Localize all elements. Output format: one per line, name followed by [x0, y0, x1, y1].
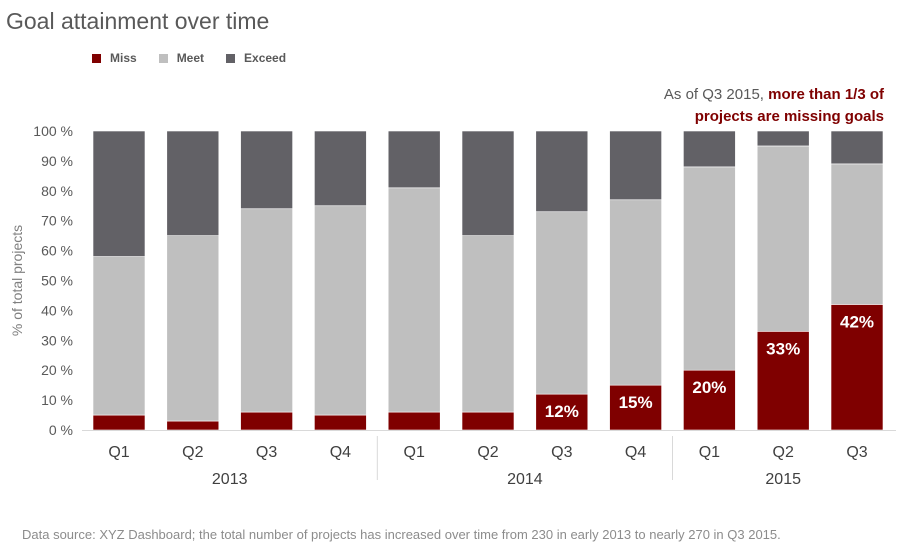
bar-segment-exceed: [92, 130, 146, 257]
y-tick-label: 90 %: [41, 153, 73, 169]
x-group-label: 2013: [212, 471, 248, 488]
x-tick-label: Q2: [773, 444, 794, 461]
data-label: 15%: [619, 393, 653, 412]
data-label: 33%: [766, 339, 800, 358]
legend-item-exceed: Exceed: [226, 51, 286, 65]
legend-label-meet: Meet: [176, 51, 205, 65]
y-tick-label: 0 %: [49, 422, 73, 438]
y-tick-label: 80 %: [41, 183, 73, 199]
legend-swatch-meet: [158, 53, 168, 63]
bar-segment-meet: [314, 205, 367, 416]
legend-item-meet: Meet: [158, 51, 205, 65]
chart-title: Goal attainment over time: [6, 8, 270, 34]
x-tick-label: Q4: [330, 444, 351, 461]
legend-swatch-exceed: [226, 53, 236, 63]
x-tick-label: Q1: [108, 444, 129, 461]
bar-segment-meet: [756, 145, 810, 332]
callout-highlight-1: more than 1/3 of: [768, 86, 884, 103]
bar-segment-exceed: [314, 130, 367, 207]
legend-label-miss: Miss: [110, 51, 137, 65]
data-source-footnote: Data source: XYZ Dashboard; the total nu…: [22, 527, 781, 542]
bar-segment-exceed: [166, 130, 220, 236]
callout-highlight-2: projects are missing goals: [694, 108, 884, 125]
chart-legend: Miss Meet Exceed: [92, 51, 286, 65]
bar-segment-exceed: [609, 130, 662, 201]
bar-segment-meet: [609, 199, 662, 386]
x-tick-label: Q3: [551, 444, 572, 461]
data-label: 42%: [840, 312, 874, 331]
x-tick-label: Q1: [699, 444, 720, 461]
legend-item-miss: Miss: [92, 51, 137, 65]
bar-segment-miss: [756, 331, 810, 431]
x-group-label: 2015: [765, 471, 801, 488]
callout-prefix: As of Q3 2015,: [663, 86, 769, 103]
bar-segment-meet: [830, 163, 884, 305]
y-tick-label: 30 %: [41, 332, 73, 348]
y-tick-label: 70 %: [41, 213, 73, 229]
bar-segment-exceed: [830, 130, 884, 165]
bar-segment-meet: [92, 256, 146, 416]
x-tick-label: Q3: [846, 444, 867, 461]
bar-segment-miss: [240, 411, 293, 431]
bar-segment-exceed: [240, 130, 293, 210]
bar-segment-meet: [166, 235, 220, 422]
y-tick-label: 60 %: [41, 243, 73, 259]
y-tick-label: 20 %: [41, 362, 73, 378]
bar-segment-exceed: [535, 130, 589, 213]
bar-segment-miss: [683, 369, 736, 431]
bar-segment-miss: [314, 414, 367, 431]
bar-segment-exceed: [387, 130, 441, 189]
bar-segment-meet: [683, 166, 736, 371]
bar-segment-miss: [461, 411, 515, 431]
callout-annotation: As of Q3 2015, more than 1/3 of projects…: [664, 84, 884, 128]
data-label: 20%: [692, 378, 726, 397]
bar-segment-meet: [461, 235, 515, 413]
y-axis-title: % of total projects: [9, 225, 25, 336]
bar-segment-exceed: [683, 130, 736, 168]
bar-segment-miss: [387, 411, 441, 431]
bar-segment-miss: [92, 414, 146, 431]
bar-segment-exceed: [756, 130, 810, 147]
x-tick-label: Q2: [477, 444, 498, 461]
legend-swatch-miss: [92, 53, 101, 63]
x-tick-label: Q1: [404, 444, 425, 461]
data-label: 12%: [545, 402, 579, 421]
y-tick-label: 40 %: [41, 302, 73, 318]
y-tick-label: 10 %: [41, 392, 73, 408]
x-tick-label: Q4: [625, 444, 646, 461]
bar-segment-miss: [166, 420, 220, 431]
bar-segment-miss: [830, 304, 884, 431]
bar-segment-miss: [535, 393, 589, 431]
legend-label-exceed: Exceed: [244, 51, 287, 65]
x-tick-label: Q2: [182, 444, 203, 461]
y-tick-label: 100 %: [33, 123, 73, 139]
bar-segment-meet: [387, 187, 441, 413]
bar-segment-meet: [535, 211, 589, 395]
x-tick-label: Q3: [256, 444, 277, 461]
bar-segment-meet: [240, 208, 293, 413]
x-group-label: 2014: [507, 471, 543, 488]
bar-segment-miss: [609, 384, 662, 431]
y-tick-label: 50 %: [41, 273, 73, 289]
bar-segment-exceed: [461, 130, 515, 236]
